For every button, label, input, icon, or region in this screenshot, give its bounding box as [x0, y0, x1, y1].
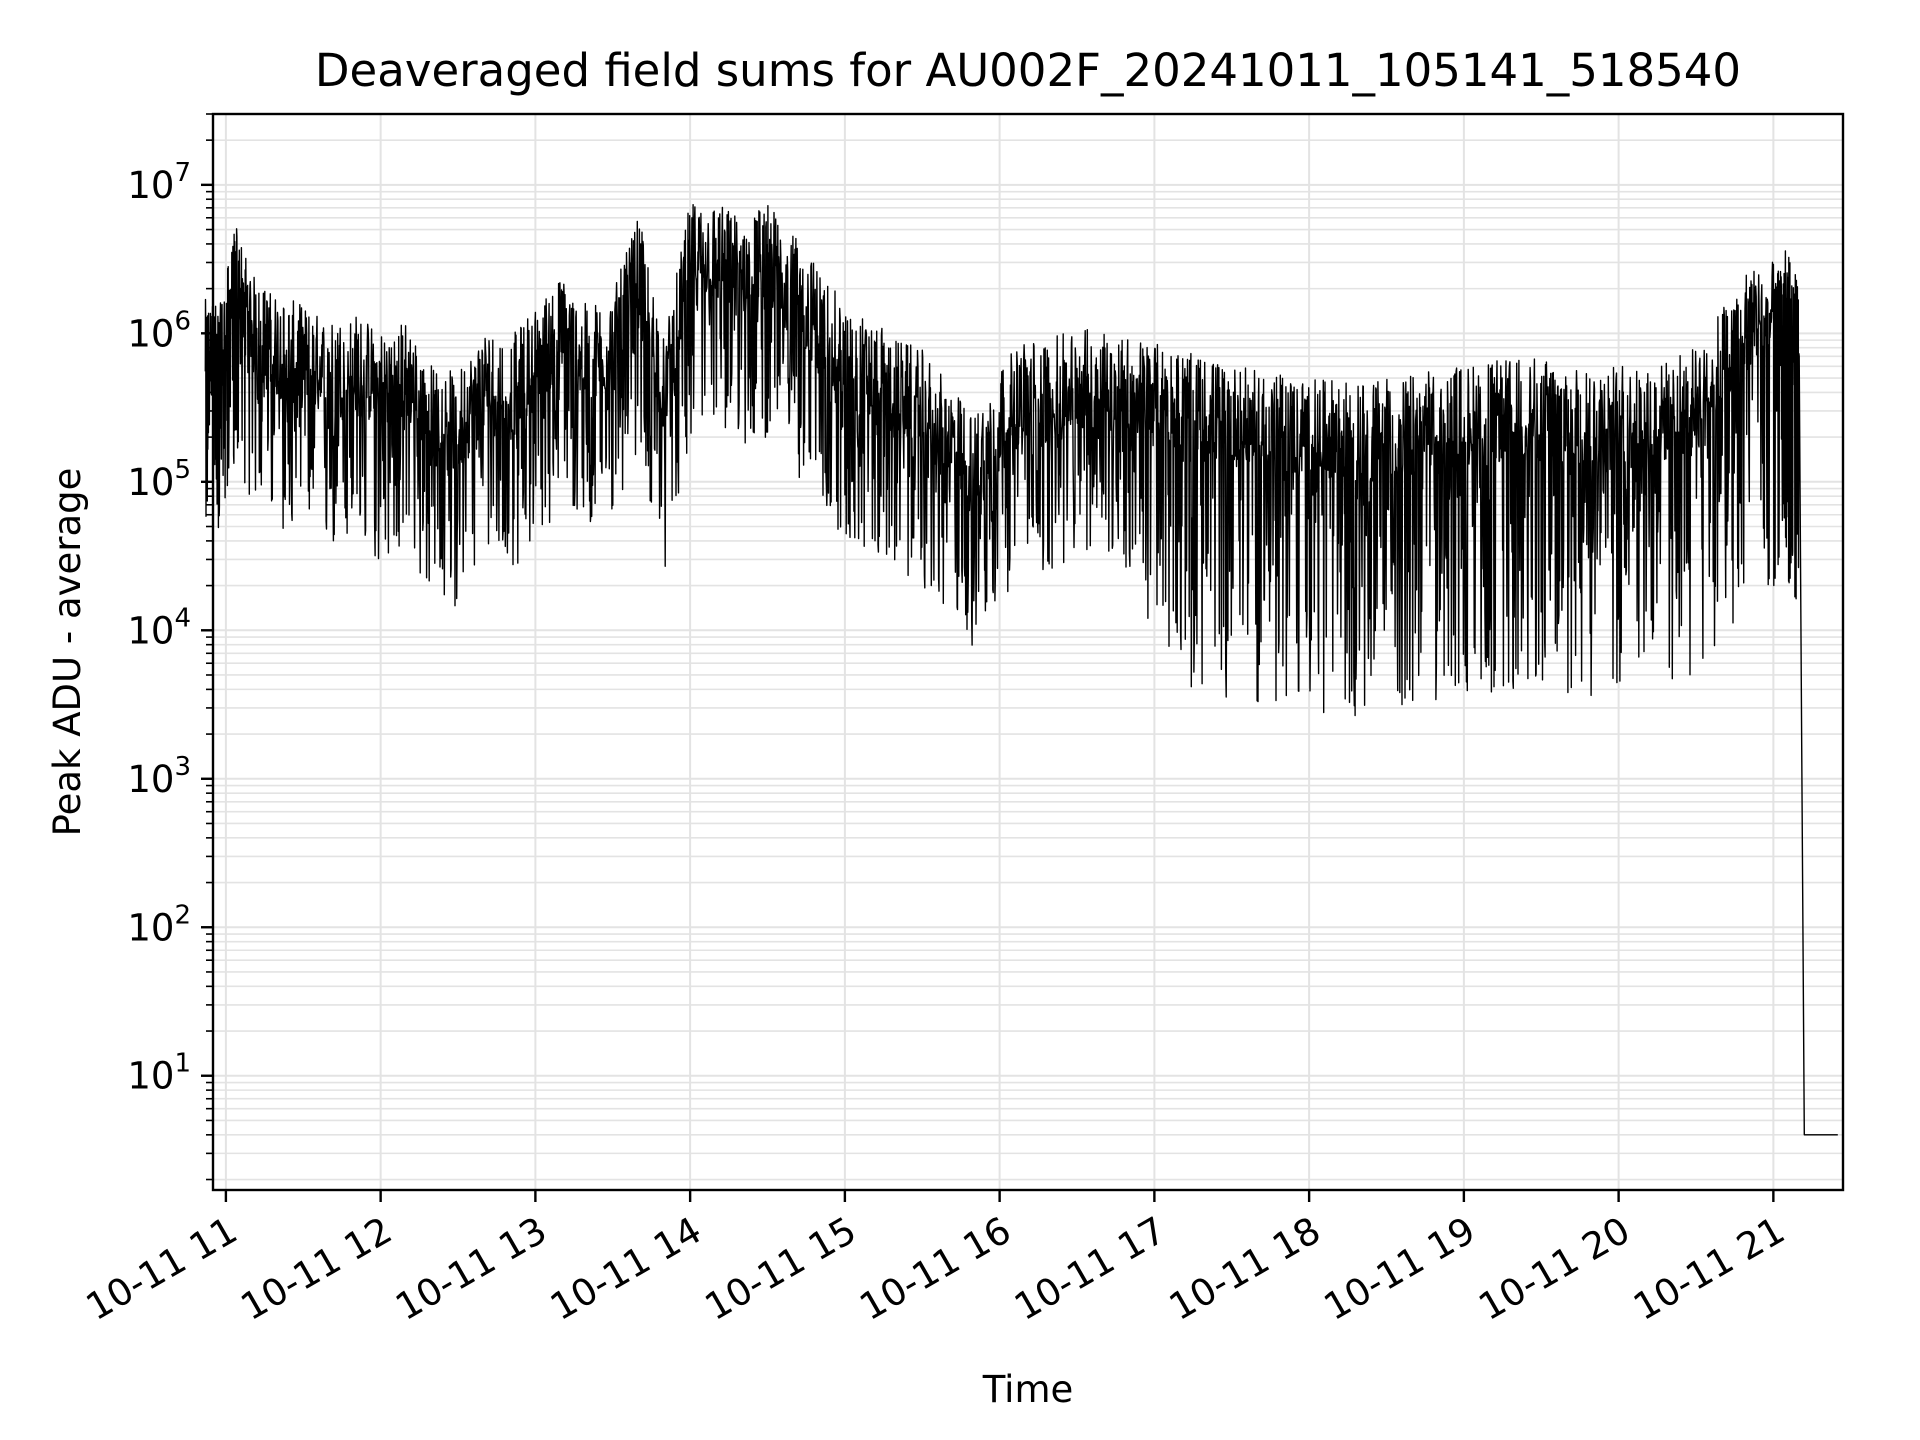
plot-frame: [211, 112, 1845, 1192]
y-tick-label: 103: [127, 752, 191, 801]
y-tick-label: 104: [127, 603, 191, 652]
y-axis-label: Peak ADU - average: [46, 468, 89, 837]
y-tick-label: 107: [127, 158, 191, 207]
y-axis: 101 102 103 104 105 106 107: [127, 113, 213, 1181]
series-line: [204, 203, 1838, 1136]
y-tick-label: 106: [127, 306, 191, 355]
y-tick-label: 105: [127, 455, 191, 504]
y-tick-label: 102: [127, 900, 191, 949]
x-axis-label: Time: [982, 1368, 1074, 1411]
series-layer: [204, 203, 1838, 1136]
chart-title: Deaveraged field sums for AU002F_2024101…: [315, 44, 1741, 97]
y-tick-label: 101: [127, 1049, 191, 1098]
